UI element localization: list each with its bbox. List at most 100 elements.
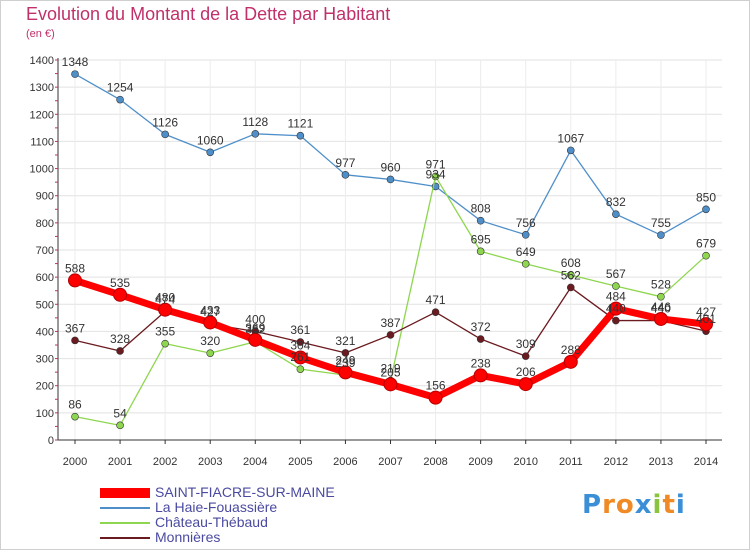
data-label: 205	[380, 365, 400, 379]
data-point	[203, 315, 218, 330]
x-tick-label: 2004	[243, 456, 267, 468]
data-point	[116, 347, 124, 355]
data-point	[566, 271, 575, 279]
data-point	[608, 301, 623, 316]
data-label: 1128	[242, 115, 268, 129]
legend-label: La Haie-Fouassière	[155, 499, 278, 515]
x-tick-label: 2009	[468, 456, 492, 468]
data-label: 471	[426, 293, 446, 307]
data-label: 528	[651, 278, 671, 292]
data-label: 206	[516, 365, 536, 379]
data-label: 971	[426, 157, 446, 171]
data-point	[383, 377, 398, 392]
data-point	[521, 260, 530, 268]
data-point	[476, 335, 485, 343]
data-point	[71, 70, 79, 78]
data-label: 304	[290, 338, 310, 352]
data-point	[563, 354, 578, 369]
data-label: 400	[245, 312, 265, 326]
data-label: 440	[651, 302, 671, 316]
data-point	[116, 95, 124, 104]
data-point	[521, 352, 530, 360]
data-point	[68, 273, 82, 288]
data-point	[476, 216, 485, 225]
data-point	[431, 308, 440, 316]
data-label: 608	[561, 256, 581, 270]
x-tick-label: 2010	[513, 456, 537, 468]
y-tick-label: 600	[36, 272, 54, 284]
x-tick-label: 2002	[153, 456, 177, 468]
y-tick-label: 400	[36, 326, 54, 338]
data-point	[248, 332, 263, 347]
y-tick-label: 1300	[30, 82, 54, 94]
data-point	[386, 331, 395, 339]
y-tick-label: 700	[36, 245, 54, 257]
data-point	[71, 336, 79, 345]
x-tick-label: 2003	[198, 456, 222, 468]
data-label: 427	[696, 305, 716, 319]
data-label: 649	[516, 245, 536, 259]
y-tick-label: 1000	[30, 164, 54, 176]
data-label: 832	[606, 195, 626, 209]
y-tick-label: 1100	[30, 136, 54, 148]
data-label: 1060	[197, 133, 224, 147]
data-point	[702, 251, 710, 260]
y-tick-label: 1200	[30, 109, 54, 121]
data-label: 977	[335, 156, 355, 170]
data-label: 679	[696, 237, 716, 251]
legend-swatch	[100, 507, 150, 509]
y-tick-label: 100	[36, 408, 54, 420]
data-label: 219	[380, 362, 400, 376]
legend-label: Monnières	[155, 529, 221, 545]
data-label: 850	[696, 190, 716, 204]
data-point	[386, 175, 395, 184]
y-tick-label: 900	[36, 191, 54, 203]
data-label: 567	[606, 267, 626, 281]
data-point	[476, 247, 485, 256]
data-label: 433	[200, 303, 220, 317]
data-label: 1126	[152, 115, 178, 129]
data-point	[206, 349, 215, 357]
data-point	[657, 292, 665, 301]
data-label: 1348	[62, 55, 89, 69]
data-label: 309	[516, 337, 536, 351]
data-label: 367	[65, 321, 85, 335]
data-label: 808	[471, 202, 491, 216]
x-tick-label: 2007	[378, 456, 402, 468]
x-tick-label: 2000	[63, 456, 87, 468]
data-label: 755	[651, 216, 671, 230]
data-point	[473, 368, 488, 383]
data-point	[612, 282, 620, 290]
data-label: 54	[113, 406, 127, 420]
data-point	[341, 349, 350, 357]
data-label: 238	[471, 356, 491, 370]
data-label: 960	[380, 160, 400, 174]
data-point	[612, 316, 620, 325]
data-point	[296, 131, 305, 140]
logo-letter: r	[602, 490, 616, 520]
data-point	[158, 302, 173, 317]
data-point	[338, 365, 353, 380]
data-point	[341, 171, 350, 179]
data-label: 440	[606, 302, 626, 316]
x-tick-label: 2005	[288, 456, 312, 468]
data-point	[113, 287, 128, 302]
y-tick-label: 200	[36, 381, 54, 393]
data-point	[699, 317, 713, 332]
data-label: 1067	[557, 131, 584, 145]
logo-letter: t	[662, 490, 676, 520]
data-label: 361	[290, 323, 310, 337]
data-label: 756	[516, 216, 536, 230]
logo-letter: x	[634, 490, 653, 520]
x-tick-label: 2014	[694, 456, 718, 468]
y-tick-label: 300	[36, 354, 54, 366]
data-point	[206, 148, 215, 157]
data-label: 239	[335, 356, 355, 370]
data-label: 1254	[107, 81, 134, 95]
data-label: 249	[335, 353, 355, 367]
data-point	[431, 172, 440, 181]
x-tick-label: 2006	[333, 456, 357, 468]
y-tick-label: 0	[48, 435, 54, 447]
data-point	[612, 210, 620, 218]
